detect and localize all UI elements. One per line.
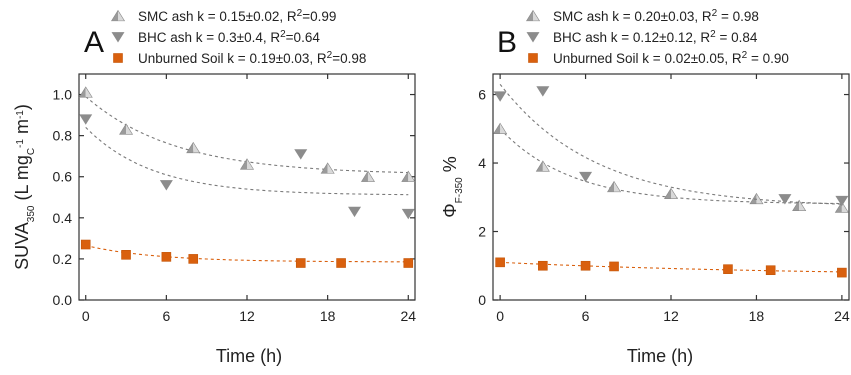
plot-frame	[78, 73, 416, 301]
x-tick-label: 18	[749, 308, 765, 324]
y-tick-label: 0.0	[53, 292, 73, 308]
fit-line	[85, 245, 409, 263]
data-point	[538, 260, 548, 271]
data-point	[749, 192, 764, 205]
x-axis-label: Time (h)	[627, 346, 693, 366]
legend-marker	[525, 9, 541, 22]
data-point	[121, 250, 131, 260]
data-point	[778, 194, 792, 205]
data-point	[79, 114, 93, 125]
y-tick-label: 0	[478, 292, 486, 308]
y-tick-label: 0.4	[53, 210, 73, 226]
data-point	[80, 239, 91, 250]
data-point	[765, 265, 776, 276]
data-point	[348, 206, 362, 218]
data-point	[835, 195, 849, 207]
y-tick-label: 1.0	[53, 87, 73, 103]
y-axis-label: SUVA350 (L mgC-1 m-1)	[12, 104, 37, 270]
legend-entry: BHC ash k = 0.3±0.4, R2=0.64	[138, 29, 320, 46]
y-tick-label: 0.8	[53, 128, 73, 144]
panel-letter: A	[84, 26, 104, 59]
y-axis-label: ΦF-350 %	[440, 156, 465, 218]
legend-marker	[113, 53, 123, 63]
legend-entry: BHC ash k = 0.12±0.12, R2 = 0.84	[553, 29, 758, 46]
data-point	[239, 158, 255, 170]
data-point	[159, 180, 173, 191]
legend-marker	[528, 53, 538, 63]
data-point	[78, 86, 93, 98]
fit-line	[500, 261, 842, 273]
x-tick-label: 24	[400, 308, 416, 324]
data-point	[493, 122, 508, 134]
fit-line	[85, 127, 409, 196]
x-tick-label: 6	[582, 308, 590, 324]
data-point	[118, 123, 134, 135]
legend-entry: Unburned Soil k = 0.02±0.05, R2 = 0.90	[553, 50, 789, 67]
x-axis-label: Time (h)	[216, 346, 282, 366]
data-point	[161, 252, 172, 262]
data-point	[186, 141, 201, 154]
legend-entry: SMC ash k = 0.15±0.02, R2=0.99	[138, 8, 336, 25]
y-tick-label: 6	[478, 87, 486, 103]
data-point	[535, 160, 550, 172]
legend-marker	[110, 9, 126, 22]
x-tick-label: 12	[239, 308, 255, 324]
data-point	[493, 91, 507, 102]
x-tick-label: 0	[82, 308, 90, 324]
data-point	[663, 187, 679, 200]
data-point	[294, 149, 308, 160]
legend-entry: SMC ash k = 0.20±0.03, R2 = 0.98	[553, 8, 759, 25]
data-point	[580, 260, 591, 271]
data-point	[834, 201, 849, 213]
y-tick-label: 0.6	[53, 169, 73, 185]
data-point	[579, 171, 593, 183]
chart-panel-a: A 0 6 12 18 24 0.0 0.2 0.4 0.6 0.8 1.0 Time (h) SUVA3…	[12, 8, 416, 367]
data-point	[792, 199, 807, 212]
legend-marker	[111, 32, 125, 43]
x-tick-label: 0	[496, 308, 504, 324]
data-point	[295, 258, 306, 268]
legend-entry: Unburned Soil k = 0.19±0.03, R2=0.98	[138, 50, 366, 67]
data-point	[401, 208, 415, 220]
data-point	[360, 170, 376, 182]
y-tick-label: 4	[478, 155, 486, 171]
data-point	[403, 258, 414, 268]
x-tick-label: 12	[663, 308, 679, 324]
x-tick-label: 24	[834, 308, 850, 324]
data-point	[609, 261, 619, 272]
data-point	[606, 180, 622, 193]
data-point	[188, 254, 199, 264]
data-point	[320, 162, 335, 174]
x-tick-label: 6	[162, 308, 170, 324]
data-point	[723, 264, 733, 274]
data-point	[495, 257, 505, 268]
y-tick-label: 0.2	[53, 251, 73, 267]
data-point	[837, 267, 847, 278]
data-point	[401, 170, 416, 182]
fit-line	[499, 83, 842, 205]
x-tick-label: 18	[320, 308, 336, 324]
data-point	[336, 258, 346, 268]
panel-letter: B	[497, 26, 517, 59]
legend-marker	[526, 32, 540, 43]
data-point	[536, 86, 550, 97]
y-tick-label: 2	[478, 224, 486, 240]
